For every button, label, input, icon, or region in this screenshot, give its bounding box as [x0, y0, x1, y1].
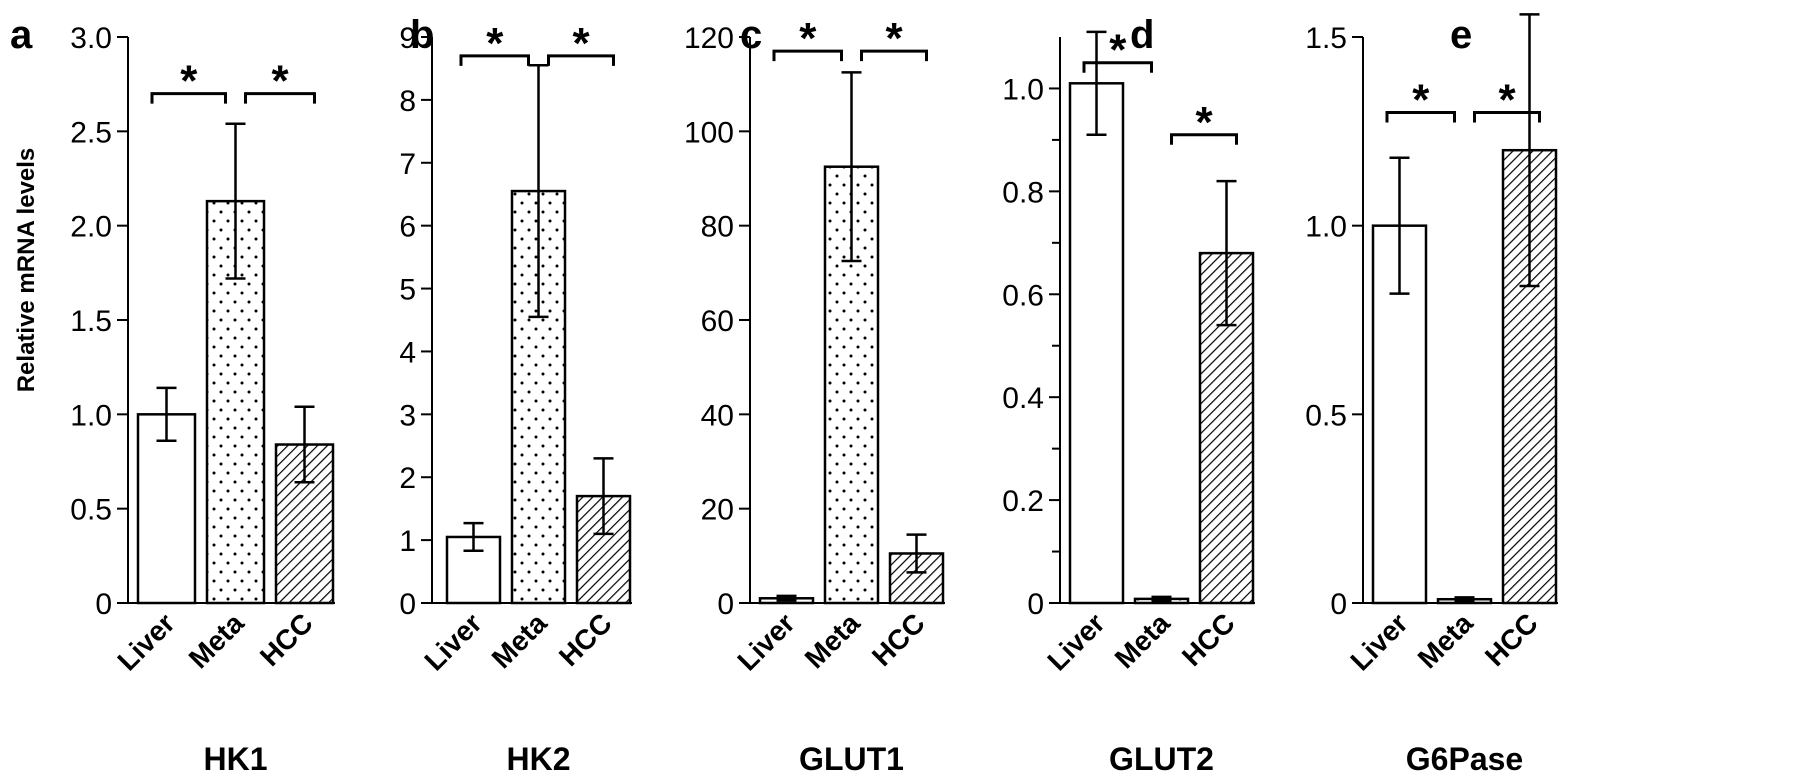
category-label-meta: Meta — [799, 607, 866, 674]
gene-title: HK2 — [506, 741, 570, 777]
panel-letter: a — [10, 13, 33, 57]
significance-star: * — [271, 57, 289, 106]
y-tick-label: 60 — [701, 305, 734, 338]
significance-star: * — [1195, 98, 1213, 147]
category-label-hcc: HCC — [1479, 607, 1544, 672]
significance-bracket — [860, 49, 928, 62]
category-label-liver: Liver — [1344, 607, 1413, 676]
significance-bracket — [547, 54, 615, 66]
y-tick-label: 1.0 — [1002, 73, 1044, 106]
y-tick-label: 2 — [399, 462, 416, 495]
y-tick-label: 0 — [95, 588, 112, 621]
y-tick-label: 0.5 — [1305, 399, 1347, 432]
panel-a: a 0 0.5 1.0 1.5 2.0 2.5 3.0 Liver Meta HCC * * HK1 — [10, 13, 335, 777]
significance-star: * — [486, 19, 504, 68]
significance-bracket — [1082, 61, 1153, 73]
significance-bracket — [772, 49, 843, 62]
significance-bracket — [1385, 110, 1456, 123]
category-label-liver: Liver — [731, 607, 800, 676]
category-label-meta: Meta — [1109, 607, 1176, 674]
significance-bracket — [150, 92, 227, 104]
y-tick-label: 0.2 — [1002, 485, 1044, 518]
panel-letter: d — [1130, 13, 1154, 57]
panel-letter: b — [410, 13, 434, 57]
gene-title: G6Pase — [1406, 741, 1523, 777]
category-label-liver: Liver — [1041, 607, 1110, 676]
y-tick-label: 0.5 — [70, 494, 112, 527]
y-tick-label: 1.5 — [70, 305, 112, 338]
y-tick-label: 5 — [399, 274, 416, 307]
y-tick-label: 2.0 — [70, 211, 112, 244]
y-tick-label: 40 — [701, 399, 734, 432]
y-tick-label: 1 — [399, 525, 416, 558]
y-tick-label: 4 — [399, 336, 416, 369]
category-label-meta: Meta — [183, 607, 250, 674]
significance-bracket — [459, 54, 530, 66]
category-label-hcc: HCC — [1176, 607, 1241, 672]
significance-bracket — [1473, 110, 1541, 123]
gene-title: GLUT1 — [799, 741, 904, 777]
significance-star: * — [572, 19, 590, 68]
y-tick-label: 0.4 — [1002, 382, 1044, 415]
y-tick-label: 80 — [701, 211, 734, 244]
category-label-meta: Meta — [486, 607, 553, 674]
y-tick-label: 0 — [1330, 588, 1347, 621]
category-label-meta: Meta — [1412, 607, 1479, 674]
significance-star: * — [1498, 75, 1516, 124]
bar-liver — [136, 413, 197, 605]
y-axis-label: Relative mRNA levels — [13, 148, 40, 393]
y-tick-label: 1.0 — [1305, 211, 1347, 244]
panel-letter: c — [740, 13, 762, 57]
y-tick-label: 20 — [701, 494, 734, 527]
y-tick-label: 120 — [684, 22, 734, 55]
category-label-hcc: HCC — [254, 607, 319, 672]
gene-title: GLUT2 — [1109, 741, 1214, 777]
panel-letter: e — [1450, 13, 1472, 57]
category-label-liver: Liver — [111, 607, 180, 676]
significance-star: * — [799, 14, 817, 63]
y-tick-label: 3.0 — [70, 22, 112, 55]
category-label-liver: Liver — [418, 607, 487, 676]
significance-star: * — [180, 57, 198, 106]
y-tick-label: 0 — [399, 588, 416, 621]
y-tick-label: 1.5 — [1305, 22, 1347, 55]
y-tick-label: 0 — [1027, 588, 1044, 621]
category-label-hcc: HCC — [866, 607, 931, 672]
y-tick-label: 0 — [717, 588, 734, 621]
category-label-hcc: HCC — [553, 607, 618, 672]
y-tick-label: 1.0 — [70, 399, 112, 432]
significance-bracket — [244, 92, 316, 104]
gene-title: HK1 — [203, 741, 267, 777]
significance-star: * — [885, 14, 903, 63]
y-tick-label: 0.6 — [1002, 279, 1044, 312]
significance-bracket — [1170, 133, 1238, 145]
y-tick-label: 2.5 — [70, 116, 112, 149]
significance-star: * — [1109, 26, 1127, 75]
bar-liver — [1068, 82, 1125, 605]
y-tick-label: 6 — [399, 211, 416, 244]
significance-star: * — [1412, 75, 1430, 124]
y-tick-label: 9 — [399, 22, 416, 55]
y-tick-label: 0.8 — [1002, 176, 1044, 209]
y-tick-label: 100 — [684, 116, 734, 149]
y-tick-label: 3 — [399, 399, 416, 432]
y-tick-label: 7 — [399, 148, 416, 181]
y-tick-label: 8 — [399, 85, 416, 118]
